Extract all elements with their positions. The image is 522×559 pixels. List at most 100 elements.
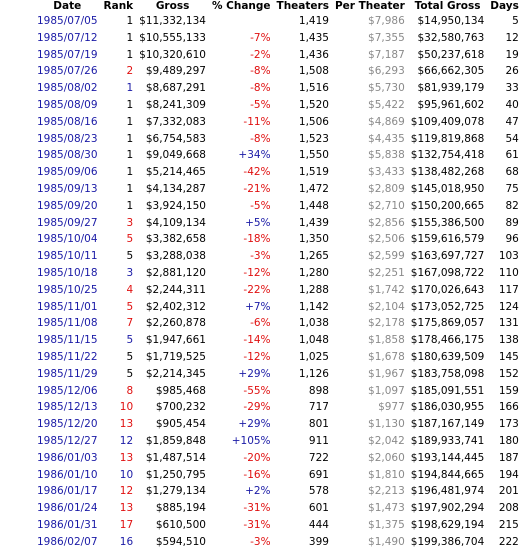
total-gross-cell: $132,754,418 [410,149,485,162]
total-gross-cell: $81,939,179 [417,82,485,95]
theaters-cell: 1,048 [298,334,329,347]
total-gross-cell: $138,482,268 [410,166,485,179]
days-cell: 96 [505,233,519,246]
per-theater-cell: $2,506 [368,233,405,246]
gross-cell: $10,555,133 [139,31,206,44]
table-row: 1985/07/05 1 $11,332,134 1,419 $7,986 $14,950… [34,13,522,30]
table-row: 1985/10/04 5 $3,382,658 -18% 1,350 $2,506 $159… [34,231,522,248]
pct-change-cell: +34% [238,149,271,162]
pct-change-cell: +7% [245,300,271,313]
table-row: 1986/01/10 10 $1,250,795 -16% 691 $1,810 $194,… [34,467,522,484]
theaters-cell: 1,506 [298,115,329,128]
pct-change-cell: -3% [250,250,271,263]
table-row: 1985/10/25 4 $2,244,311 -22% 1,288 $1,742 $170… [34,282,522,299]
gross-cell: $3,382,658 [145,233,206,246]
column-header: Total Gross [414,0,481,12]
table-row: 1985/12/13 10 $700,232 -29% 717 $977 $186,030,… [34,399,522,416]
gross-cell: $8,241,309 [145,98,206,111]
date-cell: 1985/12/06 [37,384,98,397]
column-header: Per Theater [334,0,405,12]
theaters-cell: 1,126 [298,367,329,380]
table-row: 1986/01/31 17 $610,500 -31% 444 $1,375 $198,62… [34,517,522,534]
theaters-cell: 1,025 [298,350,329,363]
table-row: 1985/12/06 8 $985,468 -55% 898 $1,097 $185,091… [34,383,522,400]
per-theater-cell: $2,856 [368,216,405,229]
pct-change-cell: -11% [243,115,271,128]
days-cell: 124 [498,300,519,313]
gross-cell: $4,109,134 [145,216,206,229]
per-theater-cell: $7,355 [368,31,405,44]
date-cell: 1985/08/02 [37,82,98,95]
date-cell: 1985/07/12 [37,31,98,44]
pct-change-cell: -16% [243,468,271,481]
date-cell: 1985/10/18 [37,266,98,279]
theaters-cell: 1,350 [298,233,329,246]
total-gross-cell: $145,018,950 [410,182,485,195]
total-gross-cell: $186,030,955 [410,401,485,414]
pct-change-cell: -8% [250,82,271,95]
rank-cell: 12 [119,434,134,447]
days-cell: 152 [498,367,519,380]
total-gross-cell: $170,026,643 [410,283,485,296]
pct-change-cell: -12% [243,350,271,363]
rank-cell: 1 [126,48,134,61]
pct-change-cell: -42% [243,166,271,179]
theaters-cell: 1,436 [298,48,329,61]
total-gross-cell: $159,616,579 [410,233,485,246]
total-gross-cell: $197,902,294 [410,502,485,515]
gross-cell: $1,719,525 [145,350,206,363]
per-theater-cell: $2,042 [368,434,405,447]
days-cell: 103 [498,250,519,263]
header-row: Date Rank Gross % Change Theaters Per Theater… [34,0,522,13]
table-row: 1985/08/30 1 $9,049,668 +34% 1,550 $5,838 $132… [34,147,522,164]
gross-cell: $11,332,134 [139,15,206,27]
date-cell: 1985/11/15 [37,334,98,347]
per-theater-cell: $5,730 [368,82,405,95]
column-header: Theaters [276,0,329,12]
theaters-cell: 898 [308,384,329,397]
gross-cell: $2,402,312 [145,300,206,313]
theaters-cell: 1,516 [298,82,329,95]
theaters-cell: 1,472 [298,182,329,195]
theaters-cell: 691 [308,468,329,481]
pct-change-cell: -14% [243,334,271,347]
date-cell: 1985/07/19 [37,48,98,61]
date-cell: 1985/09/27 [37,216,98,229]
pct-change-cell: -2% [250,48,271,61]
pct-change-cell: +29% [238,418,271,431]
total-gross-cell: $119,819,868 [410,132,485,145]
date-cell: 1986/01/17 [37,485,98,498]
column-header: Rank [103,0,134,12]
total-gross-cell: $95,961,602 [417,98,485,111]
days-cell: 194 [498,468,519,481]
date-cell: 1985/12/13 [37,401,98,414]
table-row: 1985/08/23 1 $6,754,583 -8% 1,523 $4,435 $119,… [34,131,522,148]
rank-cell: 1 [126,132,134,145]
gross-cell: $10,320,610 [139,48,206,61]
date-cell: 1985/12/27 [37,434,98,447]
pct-change-cell: +29% [238,367,271,380]
rank-cell: 1 [126,199,134,212]
table-row: 1985/08/16 1 $7,332,083 -11% 1,506 $4,869 $109… [34,114,522,131]
per-theater-cell: $2,178 [368,317,405,330]
theaters-cell: 1,448 [298,199,329,212]
total-gross-cell: $109,409,078 [410,115,485,128]
days-cell: 208 [498,502,519,515]
per-theater-cell: $5,838 [368,149,405,162]
pct-change-cell: -5% [250,199,271,212]
theaters-cell: 1,435 [298,31,329,44]
gross-cell: $8,687,291 [145,82,206,95]
column-header: Date [53,0,82,12]
per-theater-cell: $977 [378,401,405,414]
rank-cell: 13 [119,502,134,515]
date-cell: 1986/01/31 [37,518,98,531]
column-header: Days [490,0,519,12]
theaters-cell: 399 [308,535,329,548]
pct-change-cell: -55% [243,384,271,397]
days-cell: 110 [498,266,519,279]
gross-cell: $3,288,038 [145,250,206,263]
rank-cell: 1 [126,115,134,128]
days-cell: 138 [498,334,519,347]
table-row: 1985/10/18 3 $2,881,120 -12% 1,280 $2,251 $167… [34,265,522,282]
days-cell: 61 [505,149,519,162]
